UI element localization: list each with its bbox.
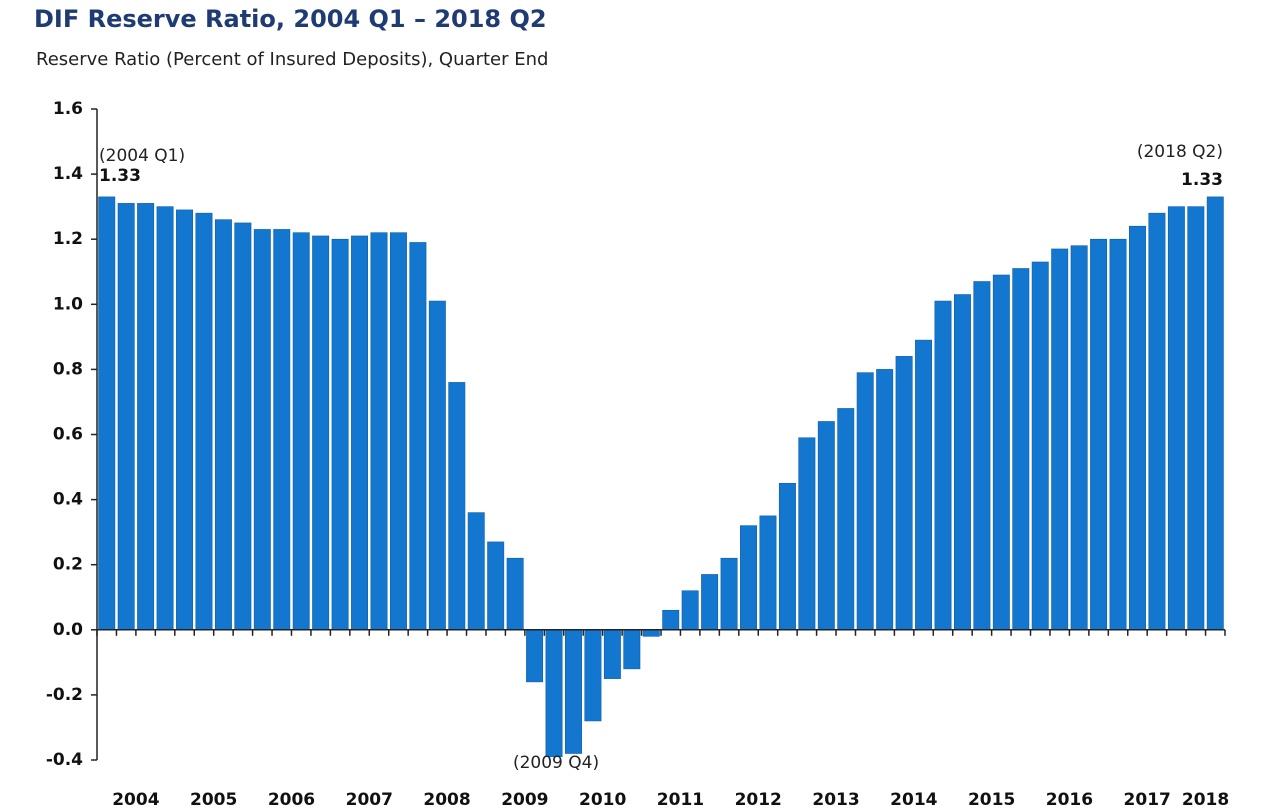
bar (1090, 238, 1108, 631)
bar (817, 421, 835, 631)
x-tick-label: 2006 (268, 790, 315, 810)
bar (798, 437, 816, 631)
bar (1129, 225, 1146, 631)
bar (273, 229, 291, 631)
bar (98, 196, 116, 631)
x-tick-label: 2011 (657, 790, 704, 810)
bar (603, 629, 621, 679)
bar (681, 590, 699, 631)
bar (1031, 261, 1049, 631)
bar (156, 206, 174, 631)
y-tick-label: 1.4 (53, 164, 83, 184)
bar (584, 629, 602, 722)
x-tick-label: 2015 (968, 790, 1015, 810)
y-tick-label: 0.8 (53, 359, 83, 379)
bar (973, 281, 991, 631)
bar (312, 235, 330, 631)
bar (428, 300, 446, 631)
bar (137, 203, 155, 631)
x-tick-label: 2016 (1046, 790, 1093, 810)
bar (565, 629, 582, 754)
bar (1206, 196, 1224, 631)
bar (642, 629, 660, 637)
bar (506, 557, 524, 631)
bar (331, 238, 349, 631)
x-tick-label: 2018 (1182, 790, 1229, 810)
bar (253, 229, 271, 631)
bar (1187, 206, 1205, 631)
bar (1148, 212, 1166, 631)
bar (1051, 248, 1069, 631)
bar (1012, 268, 1030, 631)
bar (1109, 238, 1127, 631)
bar (234, 222, 252, 631)
bar (701, 574, 719, 631)
bar (953, 294, 971, 631)
x-tick-label: 2014 (890, 790, 937, 810)
bar (526, 629, 544, 683)
bar (759, 515, 777, 631)
bar (117, 203, 135, 631)
annotation: (2018 Q2) (1137, 142, 1223, 162)
chart-title: DIF Reserve Ratio, 2004 Q1 – 2018 Q2 (34, 5, 547, 33)
bar (662, 609, 680, 631)
bar (545, 629, 563, 758)
bar (778, 483, 796, 631)
annotation: (2009 Q4) (513, 753, 599, 773)
y-tick-label: 0.0 (53, 620, 83, 640)
y-tick-label: 0.2 (53, 555, 83, 575)
bar (195, 212, 213, 631)
bar (623, 629, 641, 670)
bar (292, 232, 310, 631)
bar (934, 300, 952, 631)
x-tick-label: 2013 (812, 790, 859, 810)
y-tick-label: 0.4 (53, 490, 83, 510)
y-tick-label: -0.4 (46, 750, 83, 770)
bar (992, 274, 1010, 631)
x-tick-label: 2017 (1124, 790, 1171, 810)
bar (487, 541, 505, 631)
x-tick-label: 2009 (501, 790, 548, 810)
bar (409, 242, 427, 631)
bar (915, 339, 933, 631)
x-tick-label: 2010 (579, 790, 626, 810)
chart-subtitle: Reserve Ratio (Percent of Insured Deposi… (36, 49, 548, 70)
bar (1167, 206, 1185, 631)
bar (467, 512, 485, 631)
bar (448, 382, 466, 631)
x-tick-label: 2012 (735, 790, 782, 810)
x-tick-label: 2005 (190, 790, 237, 810)
bar (876, 369, 894, 631)
y-tick-label: 0.6 (53, 425, 83, 445)
y-tick-label: 1.6 (53, 99, 83, 119)
y-tick-label: -0.2 (46, 685, 83, 705)
bar (740, 525, 757, 631)
y-tick-label: 1.0 (53, 294, 83, 314)
x-tick-label: 2008 (423, 790, 470, 810)
bar (370, 232, 388, 631)
value-label: 1.33 (1181, 170, 1223, 190)
bar (176, 209, 193, 631)
y-tick-label: 1.2 (53, 229, 83, 249)
annotation: (2004 Q1) (99, 146, 185, 166)
bar (837, 408, 855, 631)
bar (351, 235, 369, 631)
bar (720, 557, 738, 631)
x-tick-label: 2007 (346, 790, 393, 810)
bar (214, 219, 232, 631)
bar (895, 356, 913, 631)
bar (1070, 245, 1088, 631)
value-label: 1.33 (99, 166, 141, 186)
x-tick-label: 2004 (112, 790, 159, 810)
bar (856, 372, 874, 631)
bar (389, 232, 407, 631)
